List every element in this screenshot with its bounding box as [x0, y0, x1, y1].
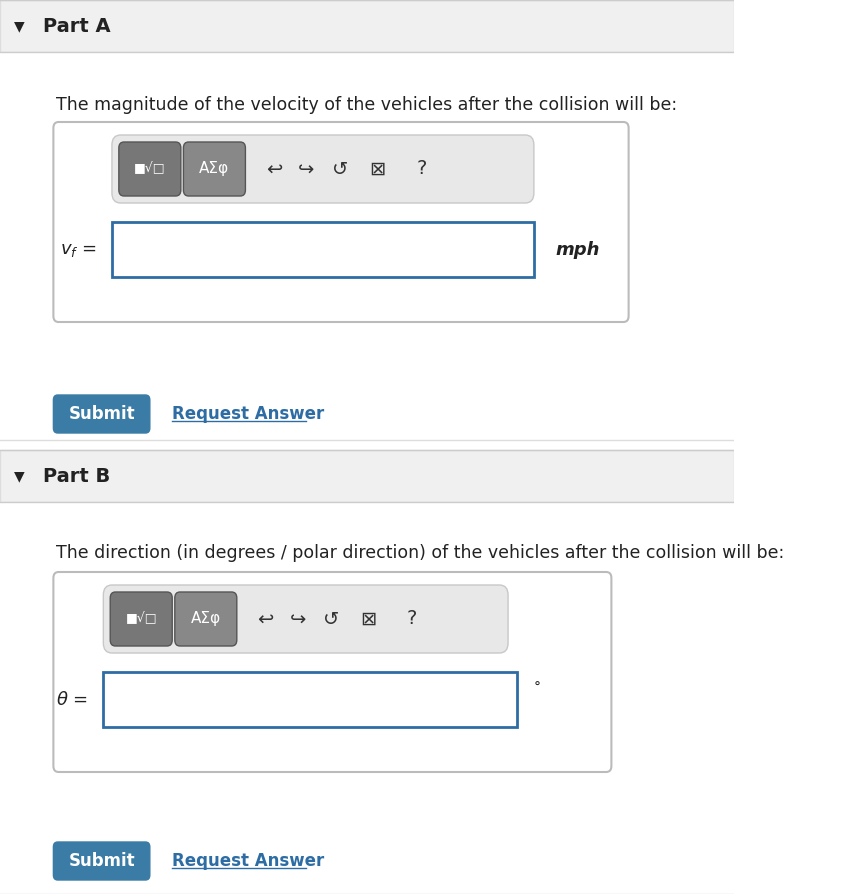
Text: The magnitude of the velocity of the vehicles after the collision will be:: The magnitude of the velocity of the veh… [56, 96, 677, 114]
FancyBboxPatch shape [103, 672, 516, 727]
FancyBboxPatch shape [175, 592, 237, 646]
FancyBboxPatch shape [0, 52, 734, 442]
FancyBboxPatch shape [183, 142, 245, 196]
FancyBboxPatch shape [54, 395, 150, 433]
FancyBboxPatch shape [0, 0, 734, 52]
FancyBboxPatch shape [110, 592, 172, 646]
Text: ■√□: ■√□ [134, 163, 165, 175]
FancyBboxPatch shape [54, 122, 629, 322]
Text: The direction (in degrees / polar direction) of the vehicles after the collision: The direction (in degrees / polar direct… [56, 544, 784, 562]
Text: ↩: ↩ [266, 159, 282, 179]
FancyBboxPatch shape [0, 450, 734, 502]
Text: ↪: ↪ [290, 610, 306, 628]
Text: ΑΣφ: ΑΣφ [199, 162, 229, 176]
FancyBboxPatch shape [103, 585, 508, 653]
Text: ↺: ↺ [324, 610, 340, 628]
Text: ⊠: ⊠ [360, 610, 377, 628]
Text: Submit: Submit [68, 852, 135, 870]
FancyBboxPatch shape [54, 842, 150, 880]
Text: ▼: ▼ [14, 469, 24, 483]
FancyBboxPatch shape [118, 142, 181, 196]
Text: ⊠: ⊠ [369, 159, 385, 179]
Text: ↩: ↩ [257, 610, 273, 628]
Text: ?: ? [417, 159, 427, 179]
FancyBboxPatch shape [112, 222, 534, 277]
Text: ↪: ↪ [298, 159, 314, 179]
Text: Request Answer: Request Answer [172, 405, 325, 423]
FancyBboxPatch shape [54, 572, 612, 772]
Text: $v_f$ =: $v_f$ = [60, 241, 96, 259]
Text: Submit: Submit [68, 405, 135, 423]
Text: Part B: Part B [43, 467, 110, 485]
FancyBboxPatch shape [112, 135, 534, 203]
Text: Request Answer: Request Answer [172, 852, 325, 870]
Text: Part A: Part A [43, 16, 111, 36]
Text: ↺: ↺ [332, 159, 348, 179]
Text: mph: mph [556, 241, 600, 259]
Text: ΑΣφ: ΑΣφ [191, 611, 221, 627]
Text: ▼: ▼ [14, 19, 24, 33]
Text: ?: ? [406, 610, 417, 628]
FancyBboxPatch shape [0, 502, 734, 894]
Text: ■√□: ■√□ [125, 612, 157, 626]
Text: °: ° [534, 681, 541, 695]
Text: $\theta$ =: $\theta$ = [56, 691, 88, 709]
